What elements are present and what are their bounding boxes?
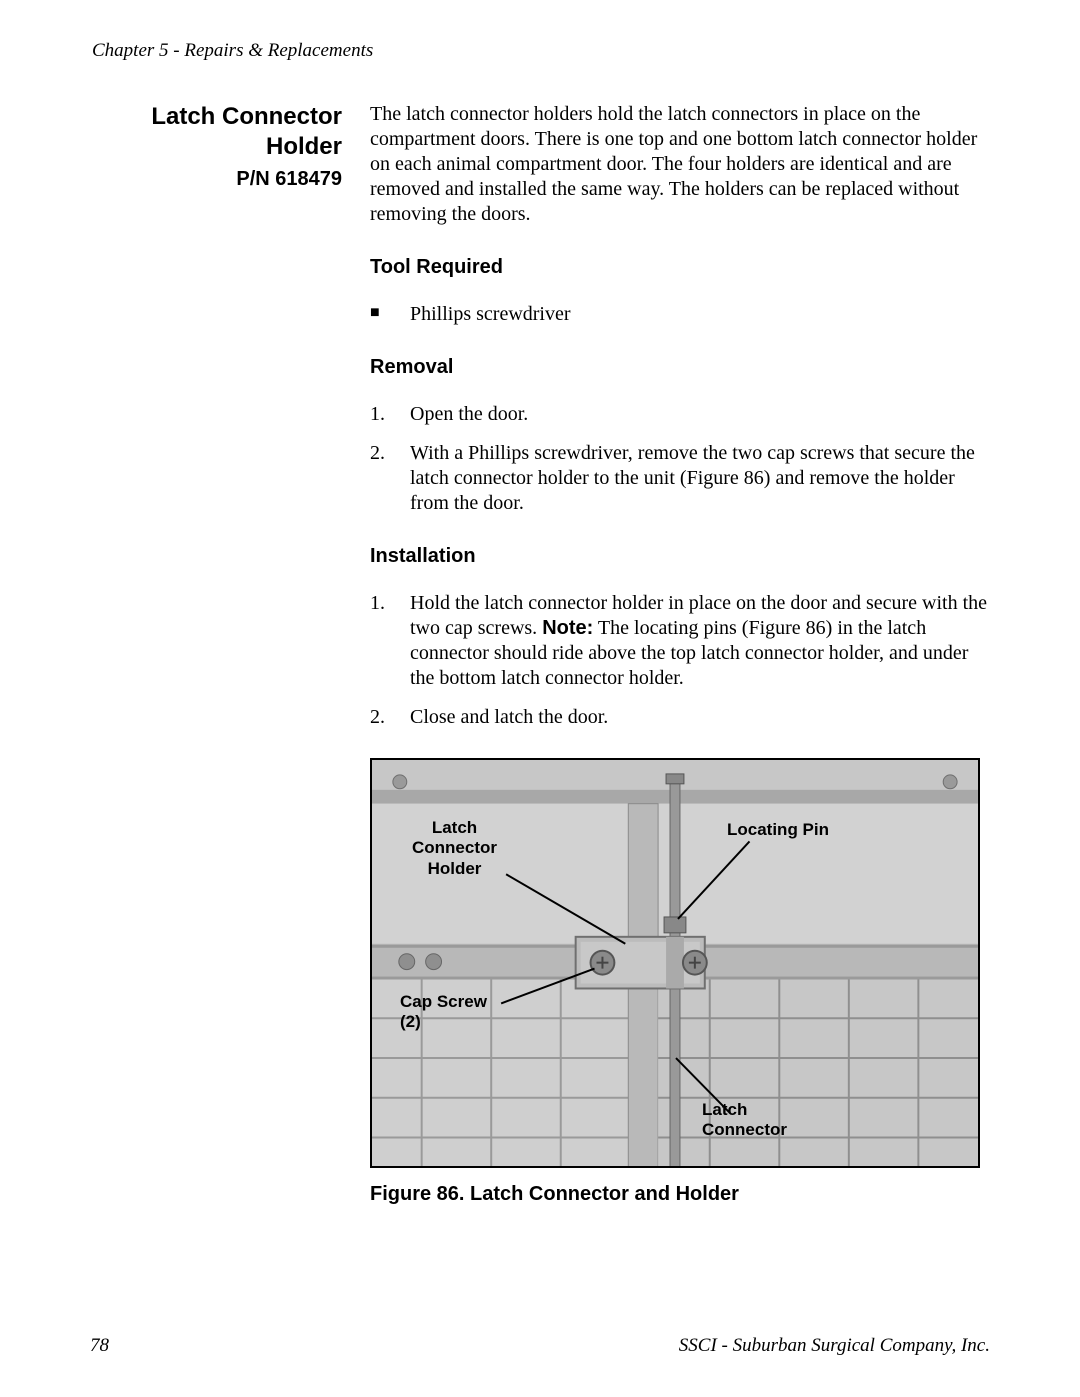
removal-step: 2. With a Phillips screwdriver, remove t… <box>370 441 990 516</box>
removal-heading: Removal <box>370 355 990 380</box>
main-content: The latch connector holders hold the lat… <box>370 102 990 1207</box>
manual-page: Chapter 5 - Repairs & Replacements Latch… <box>0 0 1080 1397</box>
figure-label-holder: LatchConnectorHolder <box>412 818 497 879</box>
step-text: Close and latch the door. <box>410 705 990 730</box>
page-number: 78 <box>90 1335 109 1357</box>
section-title-line1: Latch Connector <box>151 103 342 130</box>
figure-label-locating-pin: Locating Pin <box>727 820 829 840</box>
page-footer: 78 SSCI - Suburban Surgical Company, Inc… <box>90 1335 990 1357</box>
figure-box: LatchConnectorHolder Locating Pin Cap Sc… <box>370 758 980 1168</box>
tool-bullet: ■ Phillips screwdriver <box>370 302 990 327</box>
chapter-header: Chapter 5 - Repairs & Replacements <box>92 40 990 62</box>
square-bullet-icon: ■ <box>370 302 410 327</box>
note-label: Note: <box>542 617 593 639</box>
figure-label-connector: LatchConnector <box>702 1100 787 1141</box>
step-number: 1. <box>370 591 410 691</box>
installation-step: 2. Close and latch the door. <box>370 705 990 730</box>
section-title: Latch Connector Holder <box>90 102 342 162</box>
step-text: Open the door. <box>410 402 990 427</box>
step-number: 2. <box>370 441 410 516</box>
footer-company: SSCI - Suburban Surgical Company, Inc. <box>679 1335 990 1357</box>
step-number: 1. <box>370 402 410 427</box>
sidebar: Latch Connector Holder P/N 618479 <box>90 102 370 191</box>
figure-wrap: LatchConnectorHolder Locating Pin Cap Sc… <box>370 758 990 1207</box>
step-text: Hold the latch connector holder in place… <box>410 591 990 691</box>
part-number: P/N 618479 <box>90 168 342 191</box>
step-number: 2. <box>370 705 410 730</box>
tool-required-heading: Tool Required <box>370 255 990 280</box>
figure-label-cap-screw: Cap Screw(2) <box>400 992 487 1033</box>
installation-steps: 1. Hold the latch connector holder in pl… <box>370 591 990 730</box>
step-text: With a Phillips screwdriver, remove the … <box>410 441 990 516</box>
intro-paragraph: The latch connector holders hold the lat… <box>370 102 990 227</box>
removal-step: 1. Open the door. <box>370 402 990 427</box>
installation-step: 1. Hold the latch connector holder in pl… <box>370 591 990 691</box>
content-row: Latch Connector Holder P/N 618479 The la… <box>90 102 990 1207</box>
section-title-line2: Holder <box>266 133 342 160</box>
tool-item: Phillips screwdriver <box>410 302 990 327</box>
figure-caption: Figure 86. Latch Connector and Holder <box>370 1182 990 1207</box>
installation-heading: Installation <box>370 544 990 569</box>
removal-steps: 1. Open the door. 2. With a Phillips scr… <box>370 402 990 516</box>
